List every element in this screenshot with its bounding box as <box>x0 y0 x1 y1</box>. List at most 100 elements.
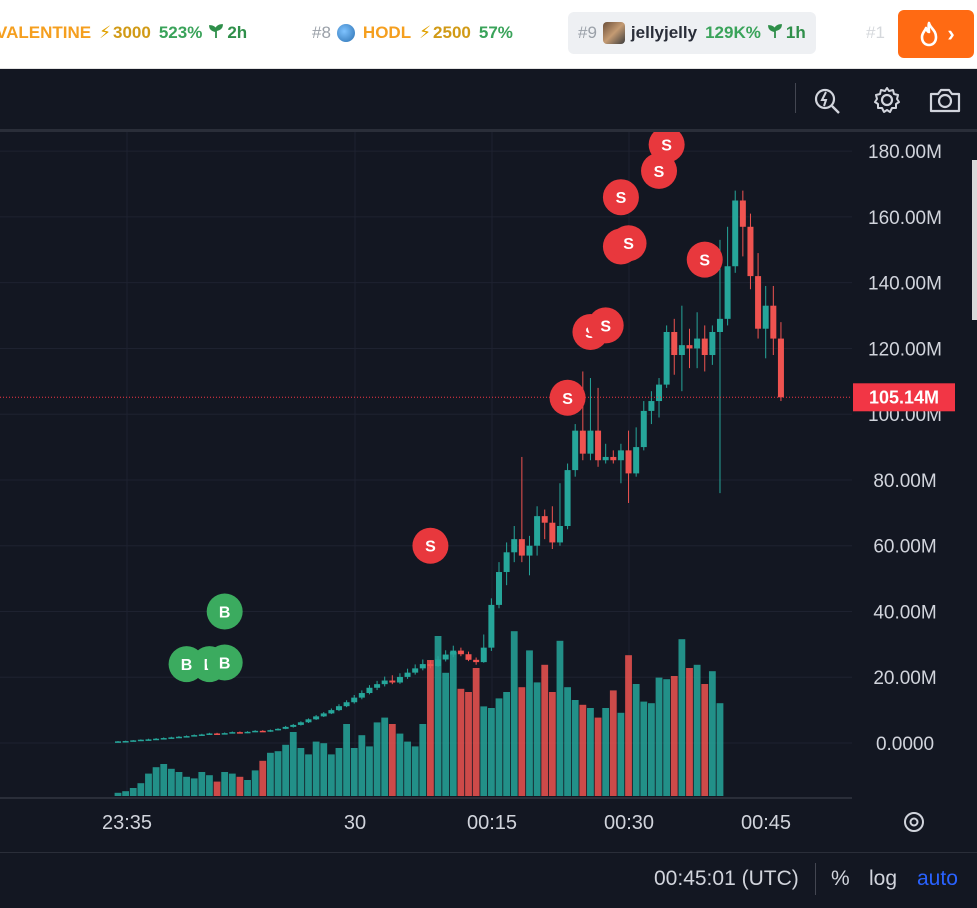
candle-body <box>518 539 525 556</box>
sell-marker: S <box>686 241 723 278</box>
candle-body <box>640 410 647 448</box>
ticker-name: HODL <box>362 23 412 42</box>
time-tick-label: 00:15 <box>467 812 517 834</box>
candle-body <box>503 552 510 573</box>
volume-bar <box>564 687 571 796</box>
candle-body <box>511 539 518 553</box>
candle-body <box>229 732 236 734</box>
auto-scale-toggle[interactable]: auto <box>917 867 958 890</box>
marker-circle <box>686 241 723 278</box>
sprout-icon <box>208 23 224 44</box>
candle-body <box>381 680 388 685</box>
volume-bar <box>670 676 678 796</box>
camera-icon[interactable] <box>928 85 962 115</box>
candle-body <box>709 332 716 356</box>
marker-circle <box>206 644 243 681</box>
trade-markers: BBBBSSSSSSSSSS <box>168 126 723 683</box>
ticker-age: 2h <box>227 23 248 42</box>
ticker-item-more[interactable]: #1 <box>866 20 891 46</box>
chart-toolbar <box>0 69 977 132</box>
ticker-item-valentine[interactable]: VALENTINE ⚡ 3000 523% 2h <box>0 20 247 46</box>
candle-body <box>716 318 723 332</box>
candle-body <box>244 731 251 734</box>
candle-body <box>625 450 632 474</box>
volume-bar <box>312 741 320 796</box>
axis-settings[interactable] <box>904 812 924 832</box>
volume-bar <box>274 751 282 796</box>
sell-marker: S <box>648 126 685 163</box>
axis-settings-icon[interactable] <box>904 812 924 832</box>
gear-icon[interactable] <box>872 85 902 115</box>
time-axis: 23:35 30 00:15 00:30 00:45 <box>0 797 852 834</box>
percent-scale-toggle[interactable]: % <box>831 867 850 890</box>
volume-bar <box>251 770 259 796</box>
price-tick-label: 160.00M <box>868 208 942 229</box>
candle-body <box>236 732 243 734</box>
candle-body <box>770 305 777 339</box>
candlestick-chart[interactable]: BBBBSSSSSSSSSS 180.00M160.00M140.00M120.… <box>0 126 977 852</box>
candle-body <box>122 741 129 743</box>
candle-body <box>320 713 327 717</box>
utc-clock[interactable]: 00:45:01 (UTC) <box>654 867 799 890</box>
candle-body <box>648 401 655 411</box>
price-chart[interactable]: BBBBSSSSSSSSSS 180.00M160.00M140.00M120.… <box>0 126 977 852</box>
volume-bar <box>442 672 450 796</box>
volume-bar <box>145 773 152 796</box>
candle-body <box>762 305 769 329</box>
candle-body <box>412 668 419 673</box>
ticker-item-jellyjelly[interactable]: #9 jellyjelly 129K% 1h <box>568 12 816 54</box>
candle-body <box>305 719 312 723</box>
volume-bar <box>625 655 632 796</box>
buy-marker: B <box>206 644 243 681</box>
candle-body <box>450 650 457 655</box>
candle-body <box>297 722 304 725</box>
candle-body <box>389 680 396 683</box>
candle-body <box>175 736 182 739</box>
trending-fire-button[interactable]: › <box>898 10 974 58</box>
price-tick-label: 20.00M <box>873 668 936 689</box>
ticker-percent: 523% <box>158 23 203 42</box>
volume-bar <box>152 767 160 796</box>
volume-bar <box>396 733 404 796</box>
candle-body <box>488 604 495 648</box>
volume-bar <box>343 724 350 796</box>
volume-bar <box>548 692 556 796</box>
candle-body <box>343 702 350 707</box>
bolt-icon: ⚡ <box>419 23 432 42</box>
marker-label: S <box>699 253 710 270</box>
candle-body <box>267 730 274 732</box>
marker-label: B <box>219 604 231 621</box>
ticker-score: 3000 <box>113 23 151 42</box>
volume-bar <box>289 732 297 796</box>
volume-bar <box>587 708 594 796</box>
volume-bar <box>449 652 457 796</box>
volume-bar <box>693 664 701 796</box>
volume-bar <box>228 773 236 796</box>
candle-body <box>549 522 556 543</box>
candle-body <box>564 470 571 526</box>
candle-body <box>587 430 594 454</box>
last-price-label: 105.14M <box>869 387 939 407</box>
volume-bar <box>686 668 693 796</box>
volume-bar <box>571 700 579 796</box>
volume-bar <box>526 650 533 796</box>
last-price-tag: 105.14M <box>853 383 955 412</box>
candle-body <box>526 545 533 556</box>
candle-body <box>617 450 624 461</box>
candle-body <box>313 716 320 720</box>
bolt-icon: ⚡ <box>99 23 112 42</box>
candle-body <box>351 697 358 703</box>
price-axis: 180.00M160.00M140.00M120.00M100.00M80.00… <box>868 142 942 755</box>
candle-body <box>419 664 426 669</box>
candle-body <box>259 730 266 733</box>
candle-body <box>686 345 693 349</box>
ticker-item-hodl[interactable]: #8 HODL ⚡ 2500 57% <box>312 20 519 46</box>
volume-bar <box>663 679 671 796</box>
price-tick-label: 0.0000 <box>876 734 934 755</box>
log-scale-toggle[interactable]: log <box>869 867 898 890</box>
volume-bar <box>129 788 137 796</box>
volume-bar <box>282 744 290 796</box>
candle-body <box>473 659 480 663</box>
quick-search-icon[interactable] <box>812 85 842 115</box>
sell-marker: S <box>549 379 586 416</box>
